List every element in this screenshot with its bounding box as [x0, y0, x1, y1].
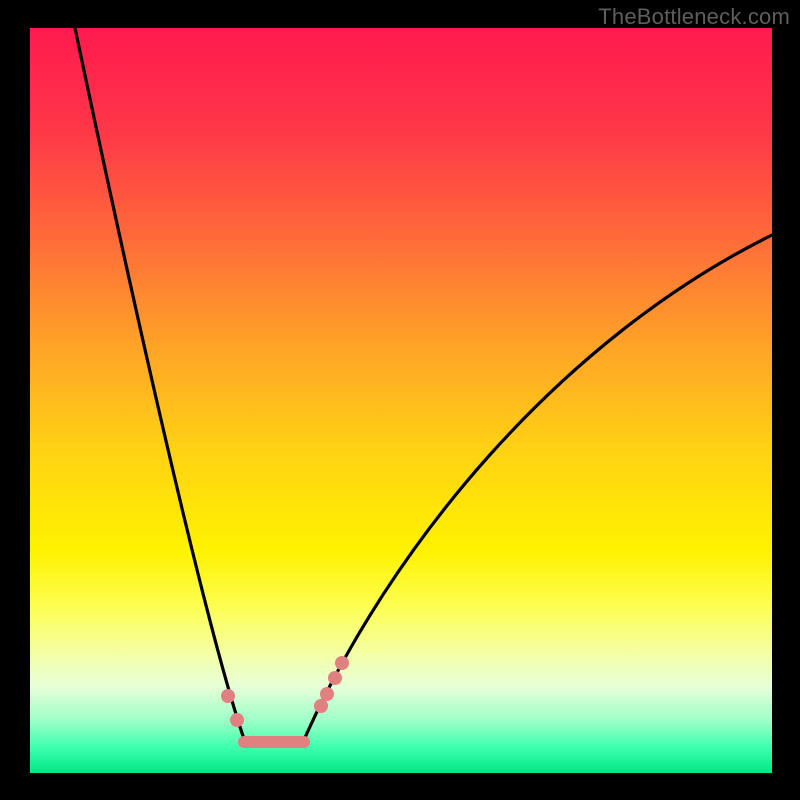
watermark-text: TheBottleneck.com [598, 4, 790, 30]
chart-stage: TheBottleneck.com [0, 0, 800, 800]
marker-dot [328, 671, 342, 685]
plot-area [30, 28, 772, 773]
bottleneck-chart [30, 28, 772, 773]
marker-dot [335, 656, 349, 670]
marker-dot [314, 699, 328, 713]
gradient-background [30, 28, 772, 773]
marker-dot [320, 687, 334, 701]
marker-dot [230, 713, 244, 727]
marker-dot [221, 689, 235, 703]
